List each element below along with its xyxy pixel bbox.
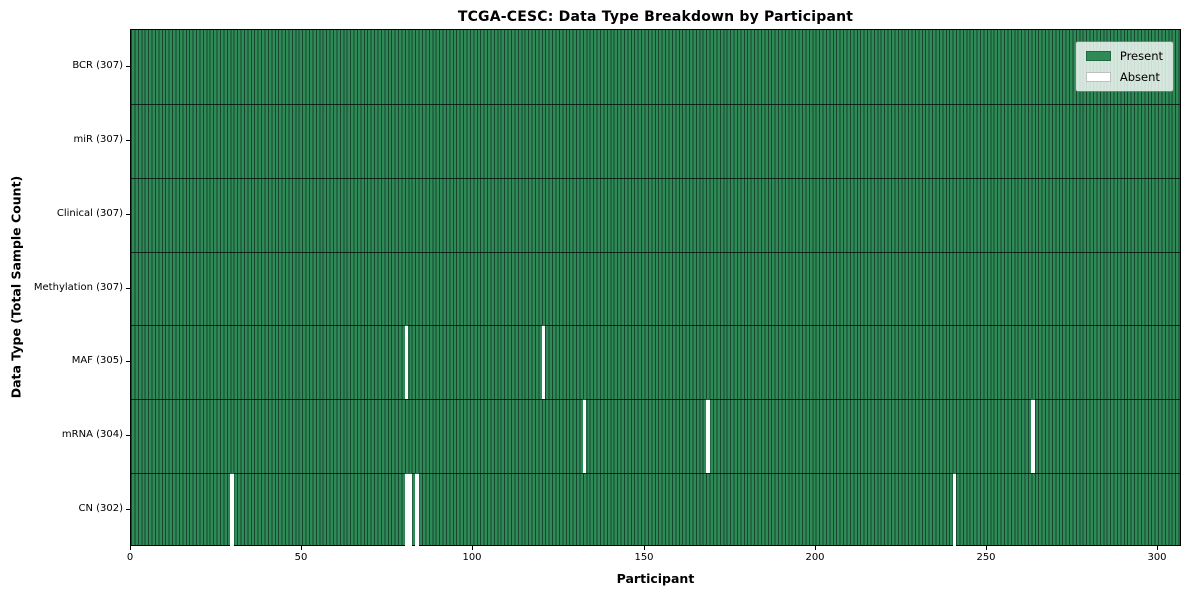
y-tick-label: mRNA (304) [61, 429, 123, 440]
absent-gap [1031, 399, 1035, 474]
row-divider [131, 103, 1180, 105]
x-tick-mark [130, 546, 131, 550]
y-tick-mark [126, 435, 130, 436]
absent-gap [408, 473, 412, 547]
x-tick-mark [644, 546, 645, 550]
x-tick-mark [301, 546, 302, 550]
legend-entry: Present [1085, 49, 1163, 63]
absent-gap [952, 473, 957, 547]
y-tick-mark [126, 214, 130, 215]
y-tick-label: Clinical (307) [56, 208, 123, 219]
absent-gap [415, 473, 419, 547]
absent-gap [541, 325, 546, 400]
y-tick-mark [126, 66, 130, 67]
row-divider [131, 177, 1180, 179]
legend-label: Absent [1119, 70, 1160, 84]
row-divider [131, 325, 1180, 327]
absent-gap [230, 473, 234, 547]
x-axis-label: Participant [616, 571, 695, 586]
absent-gap [582, 399, 587, 474]
absent-gap [706, 399, 710, 474]
y-tick-label: CN (302) [78, 503, 123, 514]
legend-entry: Absent [1085, 70, 1163, 84]
row-divider [131, 251, 1180, 253]
absent-gap [404, 325, 409, 400]
x-tick-label: 100 [462, 552, 482, 563]
row-divider [131, 473, 1180, 475]
x-tick-label: 0 [126, 552, 134, 563]
row-divider [131, 399, 1180, 401]
x-tick-label: 200 [805, 552, 825, 563]
plot-area: Present Absent [130, 29, 1181, 547]
y-tick-mark [126, 288, 130, 289]
legend: Present Absent [1074, 41, 1174, 92]
legend-label: Present [1119, 49, 1163, 63]
x-tick-label: 300 [1147, 552, 1167, 563]
x-tick-mark [472, 546, 473, 550]
x-tick-mark [986, 546, 987, 550]
present-swatch [1085, 51, 1111, 61]
y-tick-label: Methylation (307) [33, 282, 123, 293]
x-tick-mark [815, 546, 816, 550]
absent-gap [404, 473, 409, 547]
y-tick-mark [126, 509, 130, 510]
x-tick-mark [1157, 546, 1158, 550]
x-tick-label: 150 [634, 552, 654, 563]
y-tick-mark [126, 140, 130, 141]
absent-swatch [1085, 72, 1111, 82]
x-tick-label: 50 [294, 552, 308, 563]
y-tick-label: miR (307) [73, 134, 123, 145]
x-tick-label: 250 [976, 552, 996, 563]
chart-title: TCGA-CESC: Data Type Breakdown by Partic… [457, 9, 854, 25]
y-tick-mark [126, 361, 130, 362]
y-tick-label: MAF (305) [71, 355, 123, 366]
y-tick-label: BCR (307) [72, 60, 123, 71]
